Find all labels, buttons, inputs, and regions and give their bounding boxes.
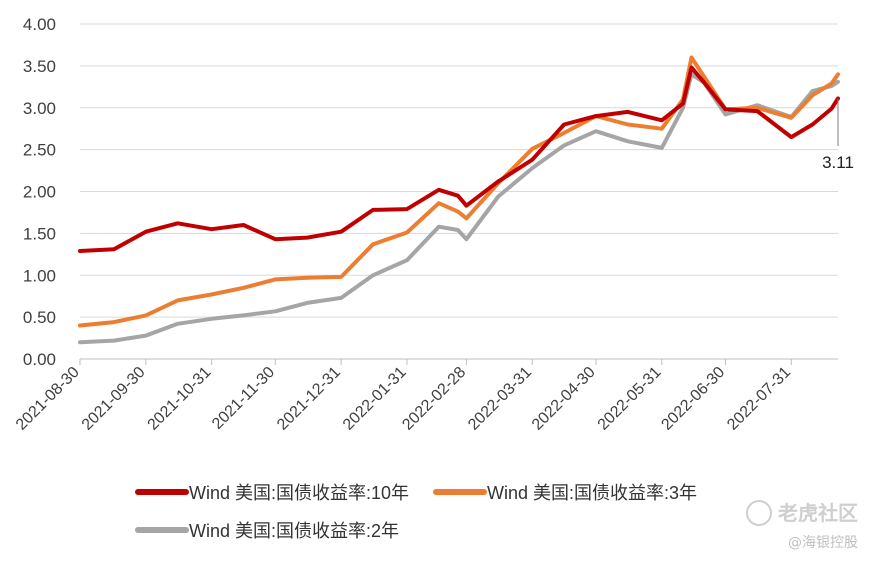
x-tick-label: 2022-05-31	[595, 364, 665, 434]
legend: Wind 美国:国债收益率:10年 Wind 美国:国债收益率:3年 Wind 美国…	[135, 483, 697, 541]
y-tick-label: 1.50	[23, 224, 56, 243]
legend-label: Wind 美国:国债收益率:3年	[487, 483, 697, 503]
grid-lines	[80, 23, 838, 360]
x-tick-label: 2022-02-28	[399, 364, 469, 434]
x-tick-label: 2022-04-30	[529, 364, 599, 434]
x-tick-label: 2022-03-31	[465, 364, 535, 434]
y-tick-label: 0.00	[23, 350, 56, 369]
y-tick-label: 0.50	[23, 308, 56, 327]
y-tick-label: 3.50	[23, 57, 56, 76]
series-line	[78, 72, 840, 345]
y-tick-label: 3.00	[23, 99, 56, 118]
x-tick-label: 2021-08-30	[13, 364, 83, 434]
y-tick-label: 4.00	[23, 15, 56, 34]
series-lines	[78, 55, 840, 345]
y-tick-label: 1.00	[23, 266, 56, 285]
y-tick-label: 2.50	[23, 141, 56, 160]
series-line	[78, 65, 840, 253]
x-tick-label: 2021-11-30	[209, 364, 278, 433]
annotation: 3.11	[822, 98, 854, 172]
x-axis: 2021-08-302021-09-302021-10-312021-11-30…	[13, 359, 794, 434]
x-tick-label: 2022-07-31	[724, 364, 794, 434]
annotation-label: 3.11	[822, 153, 854, 172]
y-tick-label: 2.00	[23, 183, 56, 202]
tiger-logo-icon	[746, 499, 772, 526]
x-tick-label: 2021-10-31	[145, 364, 215, 434]
watermark-brand-text: 老虎社区	[778, 501, 858, 525]
x-tick-label: 2022-06-30	[658, 364, 728, 434]
watermark-brand: 老虎社区	[746, 497, 858, 528]
x-tick-label: 2021-09-30	[79, 364, 149, 434]
y-axis: 0.00 0.50 1.00 1.50 2.00 2.50 3.00 3.50 4.00	[23, 15, 56, 369]
watermark-sub: @海银控股	[788, 535, 858, 551]
legend-label: Wind 美国:国债收益率:2年	[189, 521, 399, 541]
x-tick-label: 2021-12-31	[274, 364, 344, 434]
x-tick-label: 2022-01-31	[340, 364, 410, 434]
legend-label: Wind 美国:国债收益率:10年	[189, 483, 409, 503]
